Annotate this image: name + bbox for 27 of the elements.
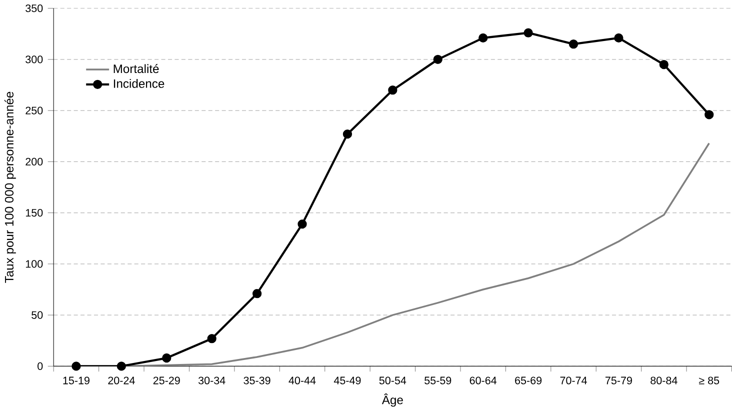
- x-tick-label: 75-79: [605, 376, 632, 384]
- x-tick-label: 30-34: [198, 376, 226, 384]
- x-tick-label: 45-49: [334, 376, 361, 384]
- y-tick-label: 200: [26, 158, 43, 166]
- x-axis-title: Âge: [382, 393, 403, 407]
- x-tick-label: 60-64: [470, 376, 497, 384]
- x-tick-label: 65-69: [515, 376, 542, 384]
- y-tick-label: 300: [26, 56, 43, 64]
- x-tick-label: 25-29: [153, 376, 180, 384]
- legend-label: Mortalité: [114, 64, 159, 74]
- y-tick-label: 250: [26, 106, 43, 114]
- y-axis-title: Taux pour 100 000 personne-année: [4, 92, 16, 283]
- x-tick-label: 50-54: [379, 376, 406, 384]
- x-tick-label: 15-19: [63, 376, 90, 384]
- x-tick-label: 70-74: [560, 376, 587, 384]
- y-tick-label: 50: [32, 311, 43, 319]
- x-tick-label: 80-84: [650, 376, 678, 384]
- x-tick-label: ≥ 85: [699, 376, 720, 384]
- legend-label: Incidence: [114, 78, 164, 88]
- y-tick-label: 150: [26, 208, 43, 217]
- y-tick-label: 0: [38, 362, 43, 370]
- x-tick-label: 40-44: [288, 376, 316, 384]
- x-tick-label: 20-24: [108, 376, 135, 384]
- x-tick-label: 35-39: [244, 376, 270, 384]
- y-tick-label: 100: [26, 260, 43, 268]
- y-tick-label: 350: [26, 4, 43, 12]
- x-tick-label: 55-59: [424, 376, 452, 384]
